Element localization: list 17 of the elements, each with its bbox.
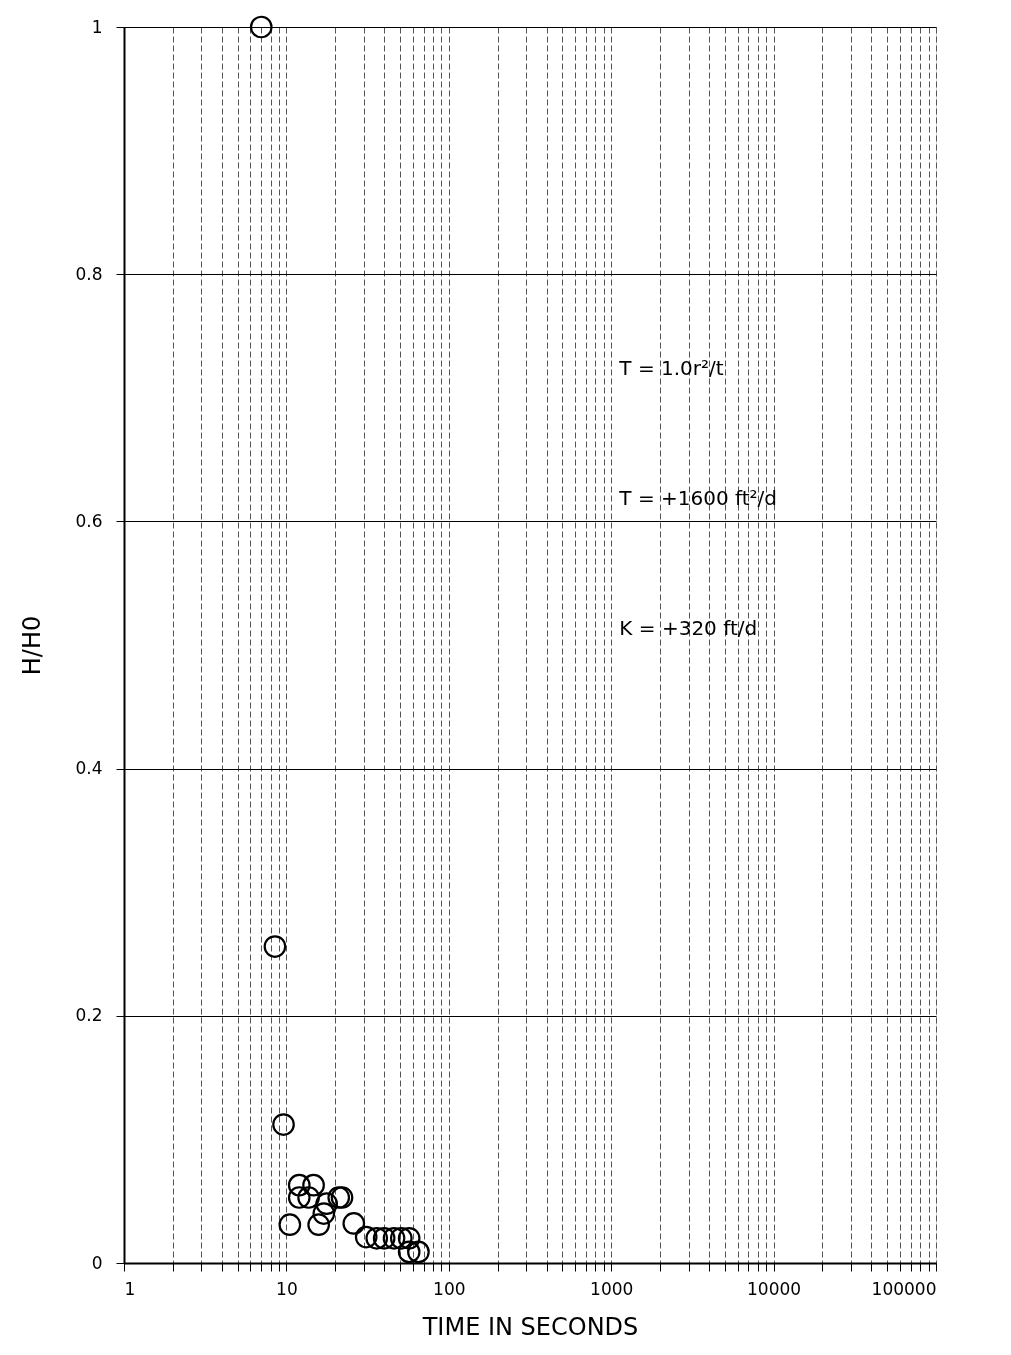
y-tick-label: 0.4 xyxy=(75,758,103,779)
y-axis-title: H/H0 xyxy=(18,615,47,676)
x-axis-title: TIME IN SECONDS xyxy=(421,1312,639,1341)
x-tick-label: 100000 xyxy=(871,1278,937,1299)
annotation: K = +320 ft/d xyxy=(619,615,758,640)
y-tick-label: 0.6 xyxy=(75,510,103,531)
y-tick-label: 0.2 xyxy=(75,1005,103,1026)
x-tick-label: 1000 xyxy=(590,1278,634,1299)
annotation: T = +1600 ft²/d xyxy=(618,486,778,511)
x-tick-label: 1 xyxy=(124,1278,136,1299)
y-tick-label: 0 xyxy=(91,1252,103,1273)
x-tick-label: 10000 xyxy=(747,1278,802,1299)
y-tick-label: 1 xyxy=(91,16,103,37)
x-tick-label: 10 xyxy=(276,1278,298,1299)
x-tick-label: 100 xyxy=(433,1278,466,1299)
annotation: T = 1.0r²/t xyxy=(618,356,724,381)
y-tick-label: 0.8 xyxy=(75,263,103,284)
